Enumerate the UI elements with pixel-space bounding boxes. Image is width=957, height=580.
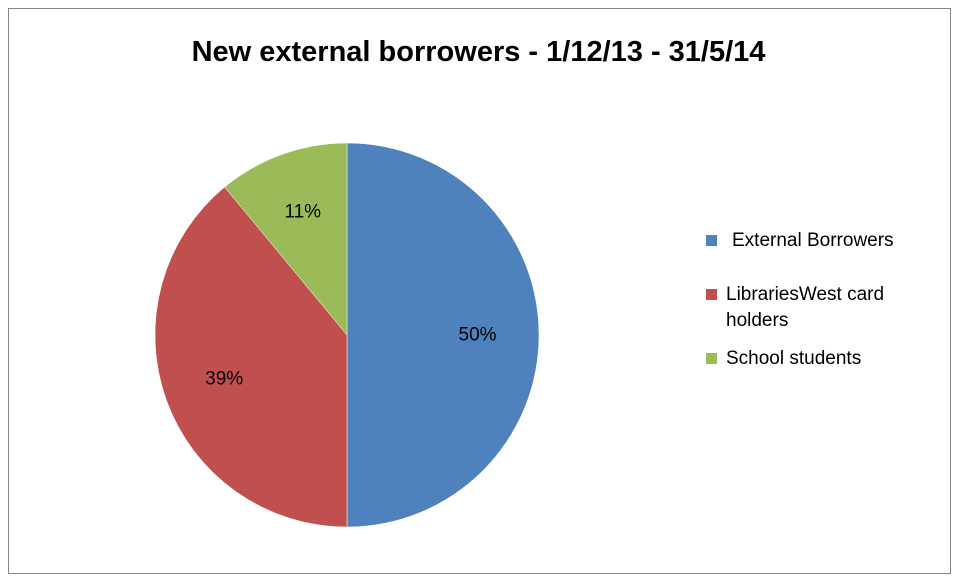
- legend-swatch-external-borrowers: [706, 235, 717, 246]
- legend-label: School students: [726, 348, 862, 369]
- legend-swatch-librarieswest-card-holders: [706, 289, 717, 300]
- legend-label: LibrariesWest card holders: [726, 284, 885, 331]
- legend-item-school-students: School students: [706, 346, 946, 372]
- pie-data-labels: 50% 39% 11%: [205, 202, 497, 390]
- pie-slices: [154, 142, 540, 528]
- legend-item-librarieswest-card-holders: LibrariesWest card holders: [706, 282, 946, 334]
- legend-label: External Borrowers: [732, 230, 894, 251]
- legend-swatch-school-students: [706, 353, 717, 364]
- pie-slice-librarieswest-card-holders: [154, 186, 348, 528]
- pie-slice-external-borrowers: [346, 142, 540, 528]
- chart-legend: External Borrowers LibrariesWest card ho…: [706, 228, 946, 372]
- legend-item-external-borrowers: External Borrowers: [706, 228, 946, 254]
- data-label-external-borrowers: 50%: [459, 325, 497, 346]
- pie-slice-school-students: [224, 142, 348, 336]
- data-label-librarieswest-card-holders: 39%: [205, 369, 243, 390]
- data-label-school-students: 11%: [284, 202, 321, 223]
- chart-title: New external borrowers - 1/12/13 - 31/5/…: [191, 36, 766, 68]
